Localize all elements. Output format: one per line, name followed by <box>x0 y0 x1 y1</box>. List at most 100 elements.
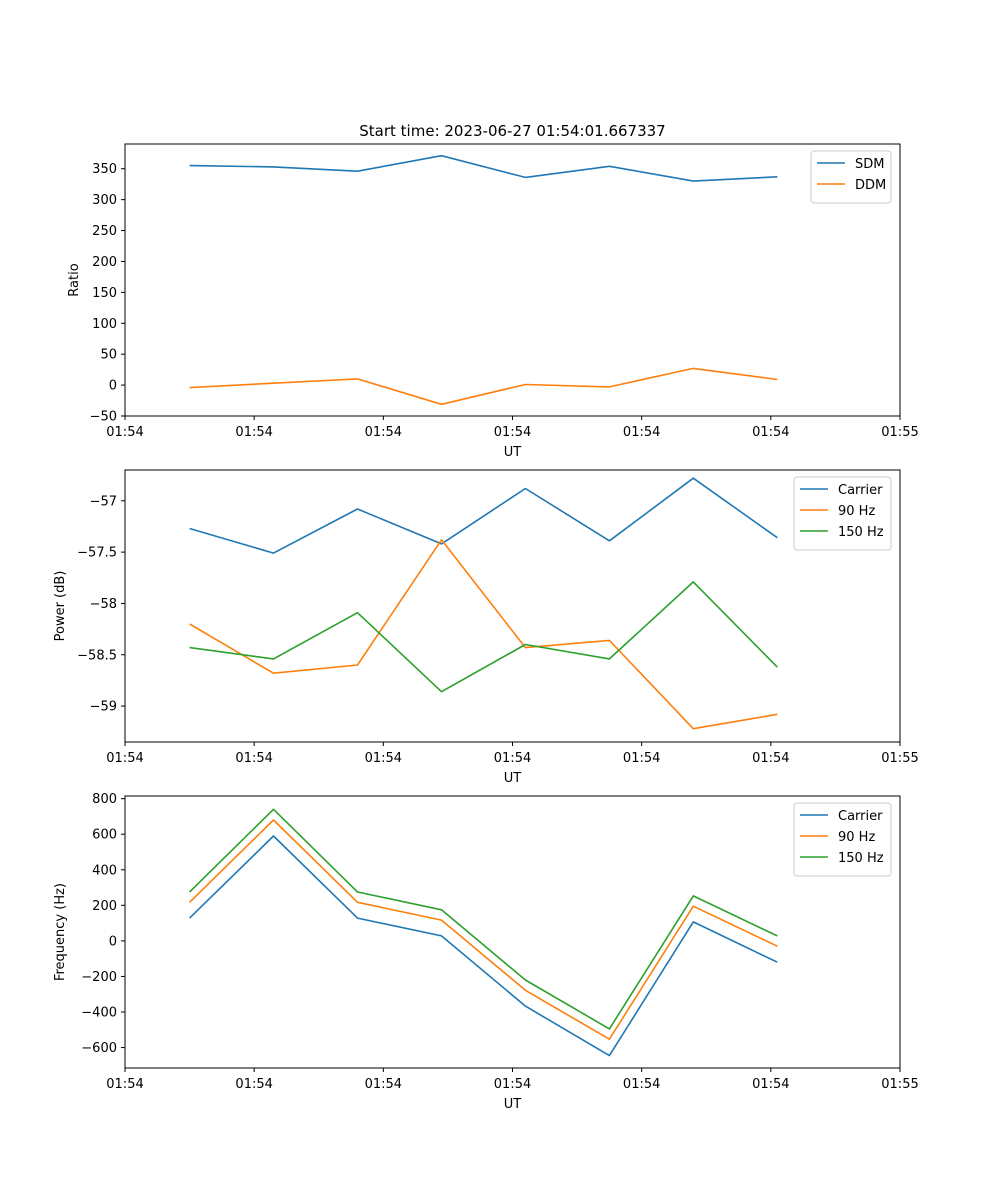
legend: Carrier 90 Hz 150 Hz <box>793 476 892 551</box>
data-point <box>273 672 275 674</box>
data-point <box>189 917 191 919</box>
x-tick-label: 01:54 <box>752 751 789 766</box>
y-tick-label: 50 <box>100 348 117 363</box>
data-point <box>525 647 527 649</box>
legend-entry: 150 Hz <box>838 851 884 866</box>
x-tick-label: 01:54 <box>106 751 143 766</box>
data-point <box>441 543 443 545</box>
y-axis-label: Frequency (Hz) <box>53 883 68 981</box>
y-tick-label: 100 <box>92 317 117 332</box>
data-point <box>189 528 191 530</box>
y-tick-label: 0 <box>109 379 117 394</box>
data-point <box>609 1038 611 1040</box>
legend: Carrier 90 Hz 150 Hz <box>793 802 892 877</box>
x-tick-label: 01:54 <box>235 1077 272 1092</box>
y-tick-label: 800 <box>92 792 117 807</box>
y-tick-label: 350 <box>92 162 117 177</box>
legend-entry: Carrier <box>838 809 883 824</box>
data-point <box>441 909 443 911</box>
x-axis-label: UT <box>504 445 522 460</box>
data-point <box>441 691 443 693</box>
data-point <box>189 902 191 904</box>
y-tick-label: −57 <box>90 494 117 509</box>
series-line-90-hz <box>189 819 778 1040</box>
series-line-carrier <box>189 477 778 554</box>
data-point <box>189 387 191 389</box>
subplot-3: 01:54 01:54 01:54 01:54 01:54 01:54 01:55 −600 −… <box>53 792 919 1112</box>
data-point <box>273 658 275 660</box>
data-point <box>693 895 695 897</box>
data-point <box>441 404 443 406</box>
data-point <box>357 902 359 904</box>
data-point <box>525 990 527 992</box>
series-line-ddm <box>189 367 778 406</box>
y-tick-label: −600 <box>81 1041 117 1056</box>
x-tick-label: 01:54 <box>106 1077 143 1092</box>
data-point <box>273 166 275 168</box>
data-point <box>357 664 359 666</box>
x-tick-label: 01:54 <box>365 751 402 766</box>
data-point <box>609 640 611 642</box>
y-tick-label: −50 <box>90 410 117 425</box>
subplot-2: 01:54 01:54 01:54 01:54 01:54 01:54 01:55 −59 −5… <box>53 469 919 786</box>
x-axis-label: UT <box>504 1097 522 1112</box>
data-point <box>525 488 527 490</box>
x-tick-label: 01:54 <box>106 425 143 440</box>
data-point <box>777 714 779 716</box>
y-tick-label: −58 <box>90 597 117 612</box>
legend-entry: DDM <box>855 178 886 193</box>
y-tick-label: −200 <box>81 970 117 985</box>
y-tick-label: 250 <box>92 224 117 239</box>
y-tick-label: 0 <box>109 934 117 949</box>
y-tick-label: 400 <box>92 863 117 878</box>
data-point <box>441 539 443 541</box>
data-point <box>777 945 779 947</box>
x-tick-label: 01:54 <box>752 425 789 440</box>
y-axis-label: Power (dB) <box>53 571 68 642</box>
legend: SDM DDM <box>810 150 892 204</box>
x-tick-label: 01:55 <box>881 751 918 766</box>
x-tick-label: 01:54 <box>494 1077 531 1092</box>
series-line-sdm <box>189 154 778 182</box>
data-point <box>609 386 611 388</box>
data-point <box>357 170 359 172</box>
y-axis-label: Ratio <box>67 263 82 296</box>
series-line-90-hz <box>189 538 778 730</box>
data-point <box>525 177 527 179</box>
data-point <box>273 819 275 821</box>
legend-entry: SDM <box>855 157 884 172</box>
y-tick-label: −57.5 <box>77 546 117 561</box>
x-tick-label: 01:54 <box>623 751 660 766</box>
subplot-1: 01:54 01:54 01:54 01:54 01:54 01:54 01:55 −50 0 5… <box>67 143 919 460</box>
legend-box <box>810 150 892 204</box>
data-point <box>777 537 779 539</box>
y-tick-label: 300 <box>92 193 117 208</box>
data-point <box>525 384 527 386</box>
data-point <box>609 658 611 660</box>
data-point <box>693 728 695 730</box>
plot-frame <box>124 795 901 1069</box>
x-tick-label: 01:54 <box>623 1077 660 1092</box>
y-tick-label: 200 <box>92 255 117 270</box>
data-point <box>357 612 359 614</box>
legend-entry: 90 Hz <box>838 504 875 519</box>
data-point <box>609 1028 611 1030</box>
data-point <box>273 382 275 384</box>
legend-entry: Carrier <box>838 483 883 498</box>
data-point <box>525 1005 527 1007</box>
series-line-carrier <box>189 835 778 1057</box>
data-point <box>693 368 695 370</box>
x-tick-label: 01:55 <box>881 425 918 440</box>
y-tick-label: −59 <box>90 700 117 715</box>
data-point <box>273 809 275 811</box>
data-point <box>777 961 779 963</box>
series-line-150-hz <box>189 581 778 693</box>
legend-entry: 150 Hz <box>838 525 884 540</box>
data-point <box>777 379 779 381</box>
data-point <box>693 921 695 923</box>
data-point <box>525 979 527 981</box>
data-point <box>189 891 191 893</box>
data-point <box>609 166 611 168</box>
